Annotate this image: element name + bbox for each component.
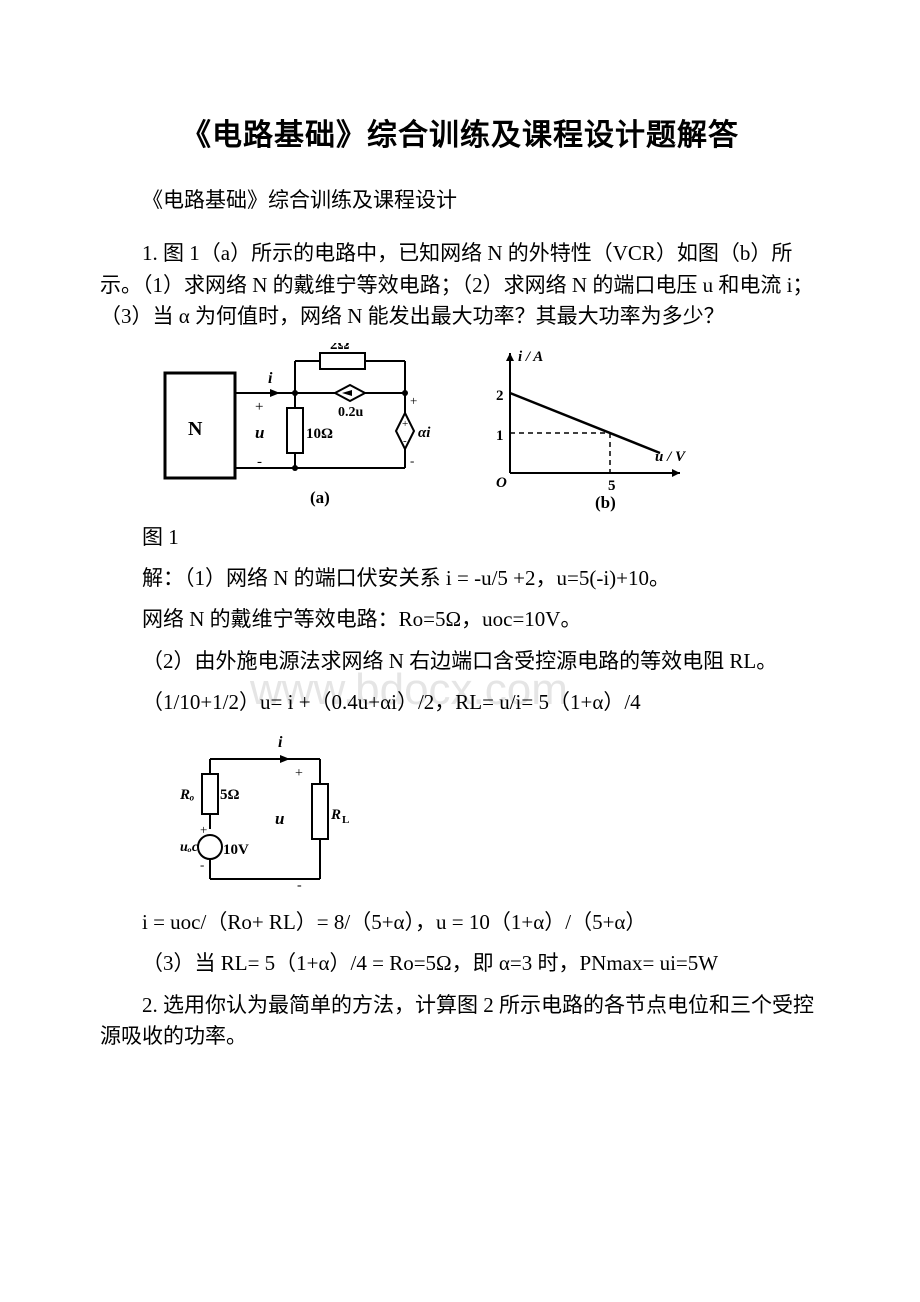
svg-text:u / V: u / V — [655, 449, 687, 465]
svg-text:10V: 10V — [223, 842, 249, 858]
svg-text:+: + — [410, 393, 417, 408]
figure1-row: N i 2Ω 0.2u 10Ω + - αi + — [160, 343, 820, 513]
svg-text:L: L — [342, 814, 349, 826]
svg-text:+: + — [295, 766, 303, 781]
document-subtitle: 《电路基础》综合训练及课程设计 — [100, 184, 820, 214]
svg-text:5: 5 — [608, 478, 616, 494]
svg-text:i: i — [268, 370, 273, 387]
solution3: （3）当 RL= 5（1+α）/4 = Ro=5Ω，即 α=3 时，PNmax=… — [100, 948, 820, 980]
svg-text:1: 1 — [496, 428, 504, 444]
svg-text:5Ω: 5Ω — [220, 787, 240, 803]
circuit-a-svg: N i 2Ω 0.2u 10Ω + - αi + — [160, 343, 450, 513]
svg-text:(b): (b) — [595, 493, 616, 512]
graph-b-svg: i / A u / V O 1 2 5 (b) — [480, 343, 700, 513]
problem2-text: 2. 选用你认为最简单的方法，计算图 2 所示电路的各节点电位和三个受控源吸收的… — [100, 990, 820, 1053]
svg-text:-: - — [200, 857, 204, 872]
svg-text:i / A: i / A — [518, 349, 543, 365]
solution2-line1: （2）由外施电源法求网络 N 右边端口含受控源电路的等效电阻 RL。 — [100, 646, 820, 678]
figure1-label: 图 1 — [100, 521, 820, 551]
svg-text:-: - — [403, 435, 407, 447]
svg-text:+: + — [255, 399, 263, 415]
svg-text:-: - — [410, 453, 414, 468]
svg-text:-: - — [297, 878, 302, 893]
problem1-text: 1. 图 1（a）所示的电路中，已知网络 N 的外特性（VCR）如图（b）所示。… — [100, 238, 820, 333]
svg-text:-: - — [257, 454, 262, 470]
solution1-line1: 解：（1）网络 N 的端口伏安关系 i = -u/5 +2，u=5(-i)+10… — [100, 563, 820, 595]
document-title: 《电路基础》综合训练及课程设计题解答 — [100, 110, 820, 154]
small-circuit-figure: i Rₒ 5Ω + uₒc 10V - R L + u - — [180, 729, 820, 899]
svg-text:+: + — [402, 418, 408, 430]
svg-text:10Ω: 10Ω — [306, 426, 333, 442]
svg-text:N: N — [188, 418, 203, 440]
small-circuit-svg: i Rₒ 5Ω + uₒc 10V - R L + u - — [180, 729, 360, 894]
svg-text:Rₒ: Rₒ — [180, 787, 194, 803]
solution1-line2: 网络 N 的戴维宁等效电路：Ro=5Ω，uoc=10V。 — [100, 604, 820, 636]
svg-text:0.2u: 0.2u — [338, 405, 364, 420]
svg-text:R: R — [330, 807, 341, 823]
svg-text:2Ω: 2Ω — [330, 343, 350, 353]
svg-text:(a): (a) — [310, 488, 330, 507]
svg-text:αi: αi — [418, 425, 431, 441]
solution2-line2: （1/10+1/2）u= i +（0.4u+αi）/2，RL= u/i= 5（1… — [100, 687, 820, 719]
solution2-line3: i = uoc/（Ro+ RL）= 8/（5+α），u = 10（1+α）/（5… — [100, 907, 820, 939]
svg-text:uₒc: uₒc — [180, 840, 199, 855]
svg-text:u: u — [275, 809, 284, 828]
svg-text:O: O — [496, 475, 507, 491]
svg-text:i: i — [278, 734, 283, 751]
svg-text:2: 2 — [496, 388, 504, 404]
svg-text:u: u — [255, 423, 264, 442]
